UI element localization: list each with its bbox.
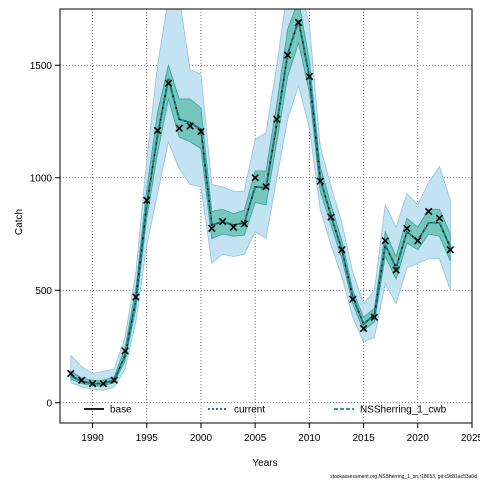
legend-label-0: base: [110, 405, 132, 416]
y-tick-label-1000: 1000: [30, 173, 53, 184]
observed-point-1993: [121, 347, 129, 355]
observed-point-1988: [67, 369, 75, 378]
x-tick-label-2005: 2005: [244, 433, 267, 444]
observed-point-2004: [240, 220, 249, 228]
observed-point-2000: [197, 127, 205, 136]
observed-point-2019: [403, 224, 411, 233]
series-lines: [70, 20, 452, 385]
observed-point-2017: [381, 236, 390, 245]
observed-point-2008: [283, 51, 292, 59]
x-tick-label-1995: 1995: [136, 433, 159, 444]
observed-point-2018: [392, 266, 400, 274]
observed-point-1999: [186, 122, 194, 130]
x-axis-title: Years: [252, 458, 277, 469]
observed-point-2003: [229, 223, 238, 232]
observed-point-1989: [77, 376, 86, 385]
observed-point-1998: [175, 124, 184, 133]
legend: base current NSSherring_1_cwb: [84, 405, 447, 416]
observed-point-2020: [414, 236, 422, 245]
observed-point-2022: [435, 214, 444, 223]
observed-point-2001: [208, 224, 216, 233]
observed-point-2014: [348, 295, 357, 304]
observed-point-2006: [262, 182, 270, 191]
observed-point-2016: [370, 313, 379, 322]
y-tick-label-1500: 1500: [30, 61, 53, 72]
observed-point-2011: [316, 177, 324, 185]
axes: 1990 1995 2000 2005 2010 2015 2020 2025 0 500 1000…: [30, 61, 480, 444]
observed-point-2012: [327, 213, 335, 221]
x-tick-label-2025: 2025: [461, 433, 480, 444]
observed-markers: [67, 18, 455, 388]
x-tick-label-1990: 1990: [81, 433, 104, 444]
plot-frame: [59, 8, 473, 424]
observed-point-2002: [218, 217, 227, 226]
observed-point-2007: [273, 115, 281, 124]
confidence-bands: [70, 9, 451, 391]
x-tick-label-2010: 2010: [298, 433, 321, 444]
y-axis-title: Catch: [14, 209, 25, 235]
observed-point-2013: [338, 245, 346, 254]
observed-point-1997: [164, 79, 173, 88]
footnote: stockassessment.org,NSSherring_1_sn,r186…: [330, 474, 477, 480]
observed-point-2015: [359, 324, 368, 333]
y-tick-label-500: 500: [35, 286, 52, 297]
observed-point-1991: [99, 379, 108, 388]
legend-label-2: NSSherring_1_cwb: [360, 405, 447, 416]
y-tick-label-0: 0: [46, 398, 52, 409]
inner-confidence-band: [70, 9, 451, 387]
series-line-nssherring-1-cwb: [70, 20, 452, 385]
observed-point-2021: [424, 207, 433, 216]
observed-point-1996: [153, 126, 162, 135]
observed-point-2009: [294, 18, 303, 27]
observed-point-1994: [132, 293, 140, 301]
observed-point-1992: [110, 376, 118, 385]
observed-point-2023: [446, 245, 455, 254]
observed-point-1995: [142, 196, 151, 205]
x-tick-label-2020: 2020: [407, 433, 430, 444]
observed-point-1990: [88, 379, 97, 388]
legend-label-1: current: [234, 405, 265, 416]
x-tick-label-2000: 2000: [190, 433, 213, 444]
observed-point-2005: [251, 173, 259, 182]
x-tick-label-2015: 2015: [352, 433, 375, 444]
observed-point-2010: [305, 72, 314, 81]
